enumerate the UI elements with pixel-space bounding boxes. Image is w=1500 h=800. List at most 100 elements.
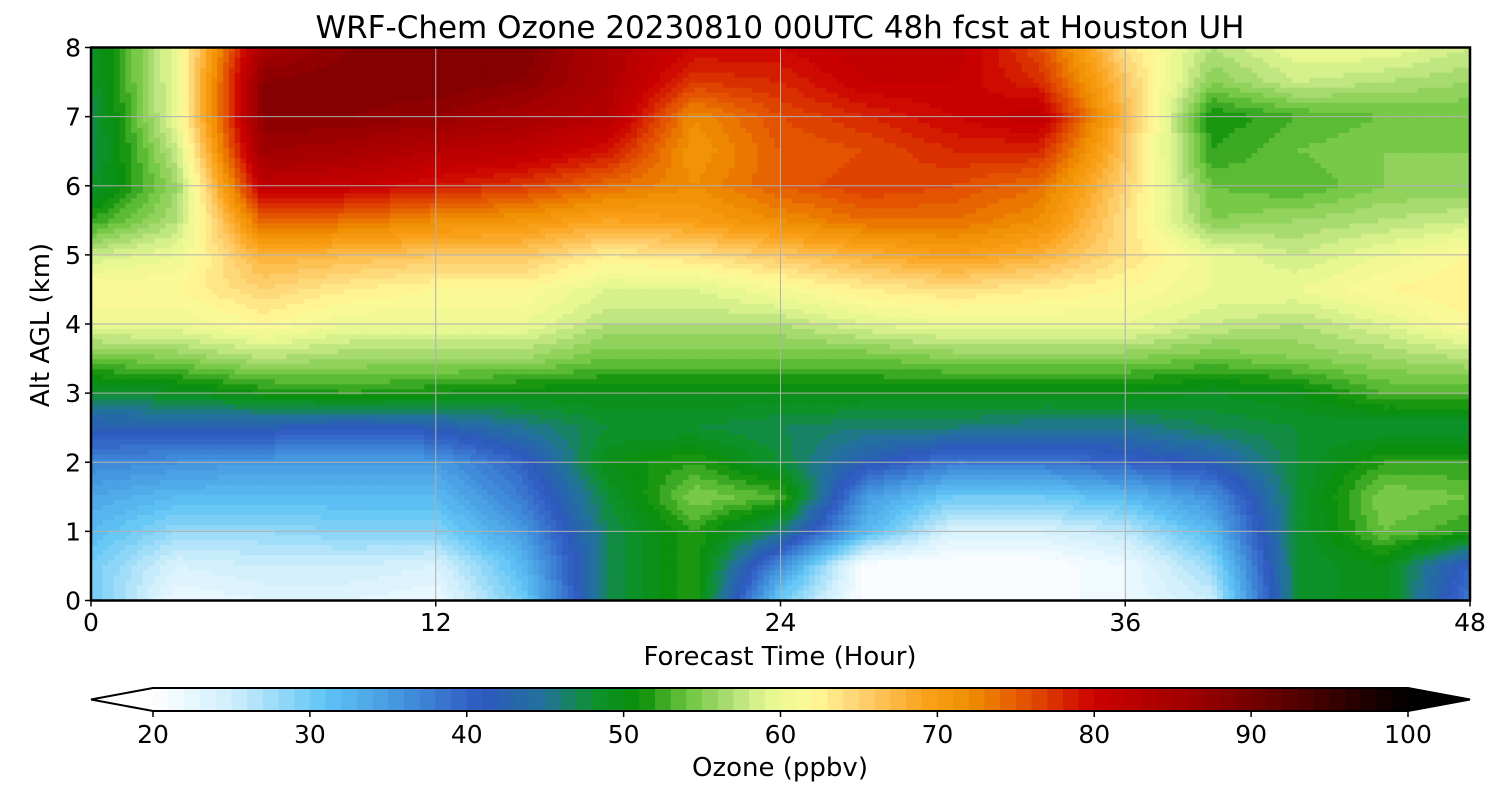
heatmap-cell [1056, 143, 1063, 149]
heatmap-cell [1291, 62, 1299, 69]
heatmap-cell [1395, 112, 1402, 119]
heatmap-cell [809, 127, 816, 134]
heatmap-cell [734, 82, 741, 89]
heatmap-cell [993, 97, 1000, 104]
heatmap-cell [728, 77, 736, 84]
heatmap-cell [458, 47, 466, 54]
heatmap-cell [475, 87, 483, 94]
heatmap-cell [464, 82, 471, 89]
heatmap-cell [711, 87, 718, 94]
heatmap-cell [1021, 92, 1029, 99]
heatmap-cell [705, 77, 713, 84]
heatmap-cell [769, 127, 776, 134]
heatmap-cell [562, 57, 569, 64]
heatmap-cell [1366, 47, 1373, 54]
heatmap-cell [1343, 72, 1350, 79]
heatmap-cell [987, 87, 994, 94]
heatmap-cell [366, 112, 374, 119]
heatmap-cell [1355, 132, 1362, 139]
heatmap-cell [987, 72, 994, 79]
heatmap-cell [556, 148, 563, 154]
heatmap-cell [906, 82, 914, 89]
heatmap-cell [1418, 132, 1425, 139]
heatmap-cell [487, 62, 494, 69]
heatmap-cell [608, 72, 615, 79]
heatmap-cell [1452, 122, 1460, 129]
heatmap-cell [1119, 137, 1126, 144]
heatmap-cell [1355, 127, 1362, 134]
heatmap-cell [493, 122, 500, 129]
heatmap-cell [131, 57, 138, 64]
heatmap-cell [1401, 57, 1408, 64]
heatmap-cell [746, 57, 753, 64]
heatmap-cell [108, 72, 115, 79]
heatmap-cell [809, 47, 816, 54]
heatmap-cell [1274, 137, 1281, 144]
heatmap-cell [182, 72, 190, 79]
heatmap-cell [550, 117, 558, 124]
heatmap-cell [274, 72, 282, 79]
heatmap-cell [1372, 77, 1379, 84]
heatmap-cell [320, 132, 328, 139]
heatmap-cell [240, 117, 247, 124]
heatmap-cell [734, 97, 741, 104]
heatmap-cell [303, 148, 310, 154]
heatmap-cell [786, 62, 793, 69]
heatmap-cell [636, 62, 644, 69]
heatmap-cell [125, 92, 132, 99]
heatmap-cell [602, 148, 609, 154]
heatmap-cell [1027, 52, 1034, 59]
heatmap-cell [372, 57, 379, 64]
heatmap-cell [1062, 47, 1069, 54]
heatmap-cell [993, 52, 1000, 59]
heatmap-cell [1378, 132, 1385, 139]
heatmap-cell [1021, 77, 1029, 84]
heatmap-cell [677, 97, 684, 104]
heatmap-cell [223, 77, 230, 84]
heatmap-cell [671, 143, 678, 149]
heatmap-cell [1148, 112, 1155, 119]
heatmap-cell [1102, 102, 1109, 109]
heatmap-cell [567, 67, 575, 74]
heatmap-cell [1406, 137, 1414, 144]
heatmap-cell [159, 143, 167, 149]
heatmap-cell [659, 92, 667, 99]
heatmap-cell [1050, 148, 1057, 154]
heatmap-cell [648, 72, 655, 79]
heatmap-cell [843, 107, 851, 114]
heatmap-cell [1148, 72, 1155, 79]
heatmap-cell [1383, 117, 1391, 124]
heatmap-cell [872, 67, 879, 74]
heatmap-cell [1205, 148, 1213, 154]
heatmap-cell [1125, 52, 1132, 59]
heatmap-cell [1222, 62, 1230, 69]
heatmap-cell [1222, 52, 1230, 59]
heatmap-cell [182, 117, 190, 124]
heatmap-cell [889, 92, 897, 99]
heatmap-cell [1452, 62, 1460, 69]
heatmap-cell [274, 97, 282, 104]
heatmap-cell [286, 87, 293, 94]
heatmap-cell [952, 47, 960, 54]
heatmap-cell [269, 137, 276, 144]
heatmap-cell [1039, 132, 1046, 139]
heatmap-cell [251, 47, 259, 54]
heatmap-cell [1429, 137, 1437, 144]
heatmap-cell [533, 143, 540, 149]
heatmap-cell [1010, 77, 1017, 84]
heatmap-cell [1234, 97, 1241, 104]
heatmap-cell [602, 82, 609, 89]
heatmap-cell [947, 92, 954, 99]
heatmap-cell [119, 112, 127, 119]
heatmap-cell [286, 92, 293, 99]
heatmap-cell [544, 127, 552, 134]
heatmap-cell [700, 82, 707, 89]
heatmap-cell [757, 77, 764, 84]
heatmap-cell [280, 47, 287, 54]
heatmap-cell [102, 67, 109, 74]
heatmap-cell [1240, 72, 1247, 79]
heatmap-cell [1309, 117, 1316, 124]
heatmap-cell [1004, 87, 1011, 94]
heatmap-cell [1148, 62, 1155, 69]
heatmap-cell [498, 102, 506, 109]
